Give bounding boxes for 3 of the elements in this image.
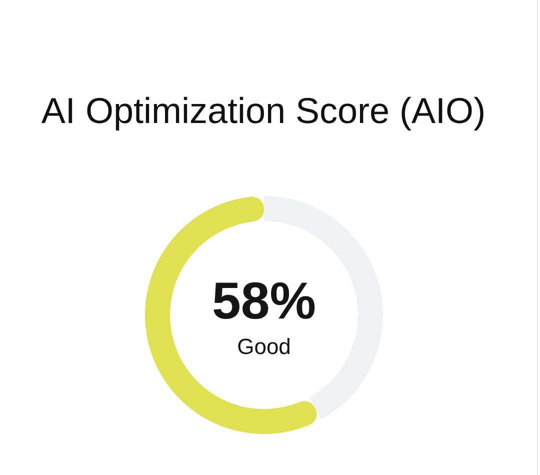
text: Good <box>237 334 291 360</box>
data-label: 58% <box>212 272 316 330</box>
chart-title: AI Optimization Score (AIO) <box>40 90 487 132</box>
